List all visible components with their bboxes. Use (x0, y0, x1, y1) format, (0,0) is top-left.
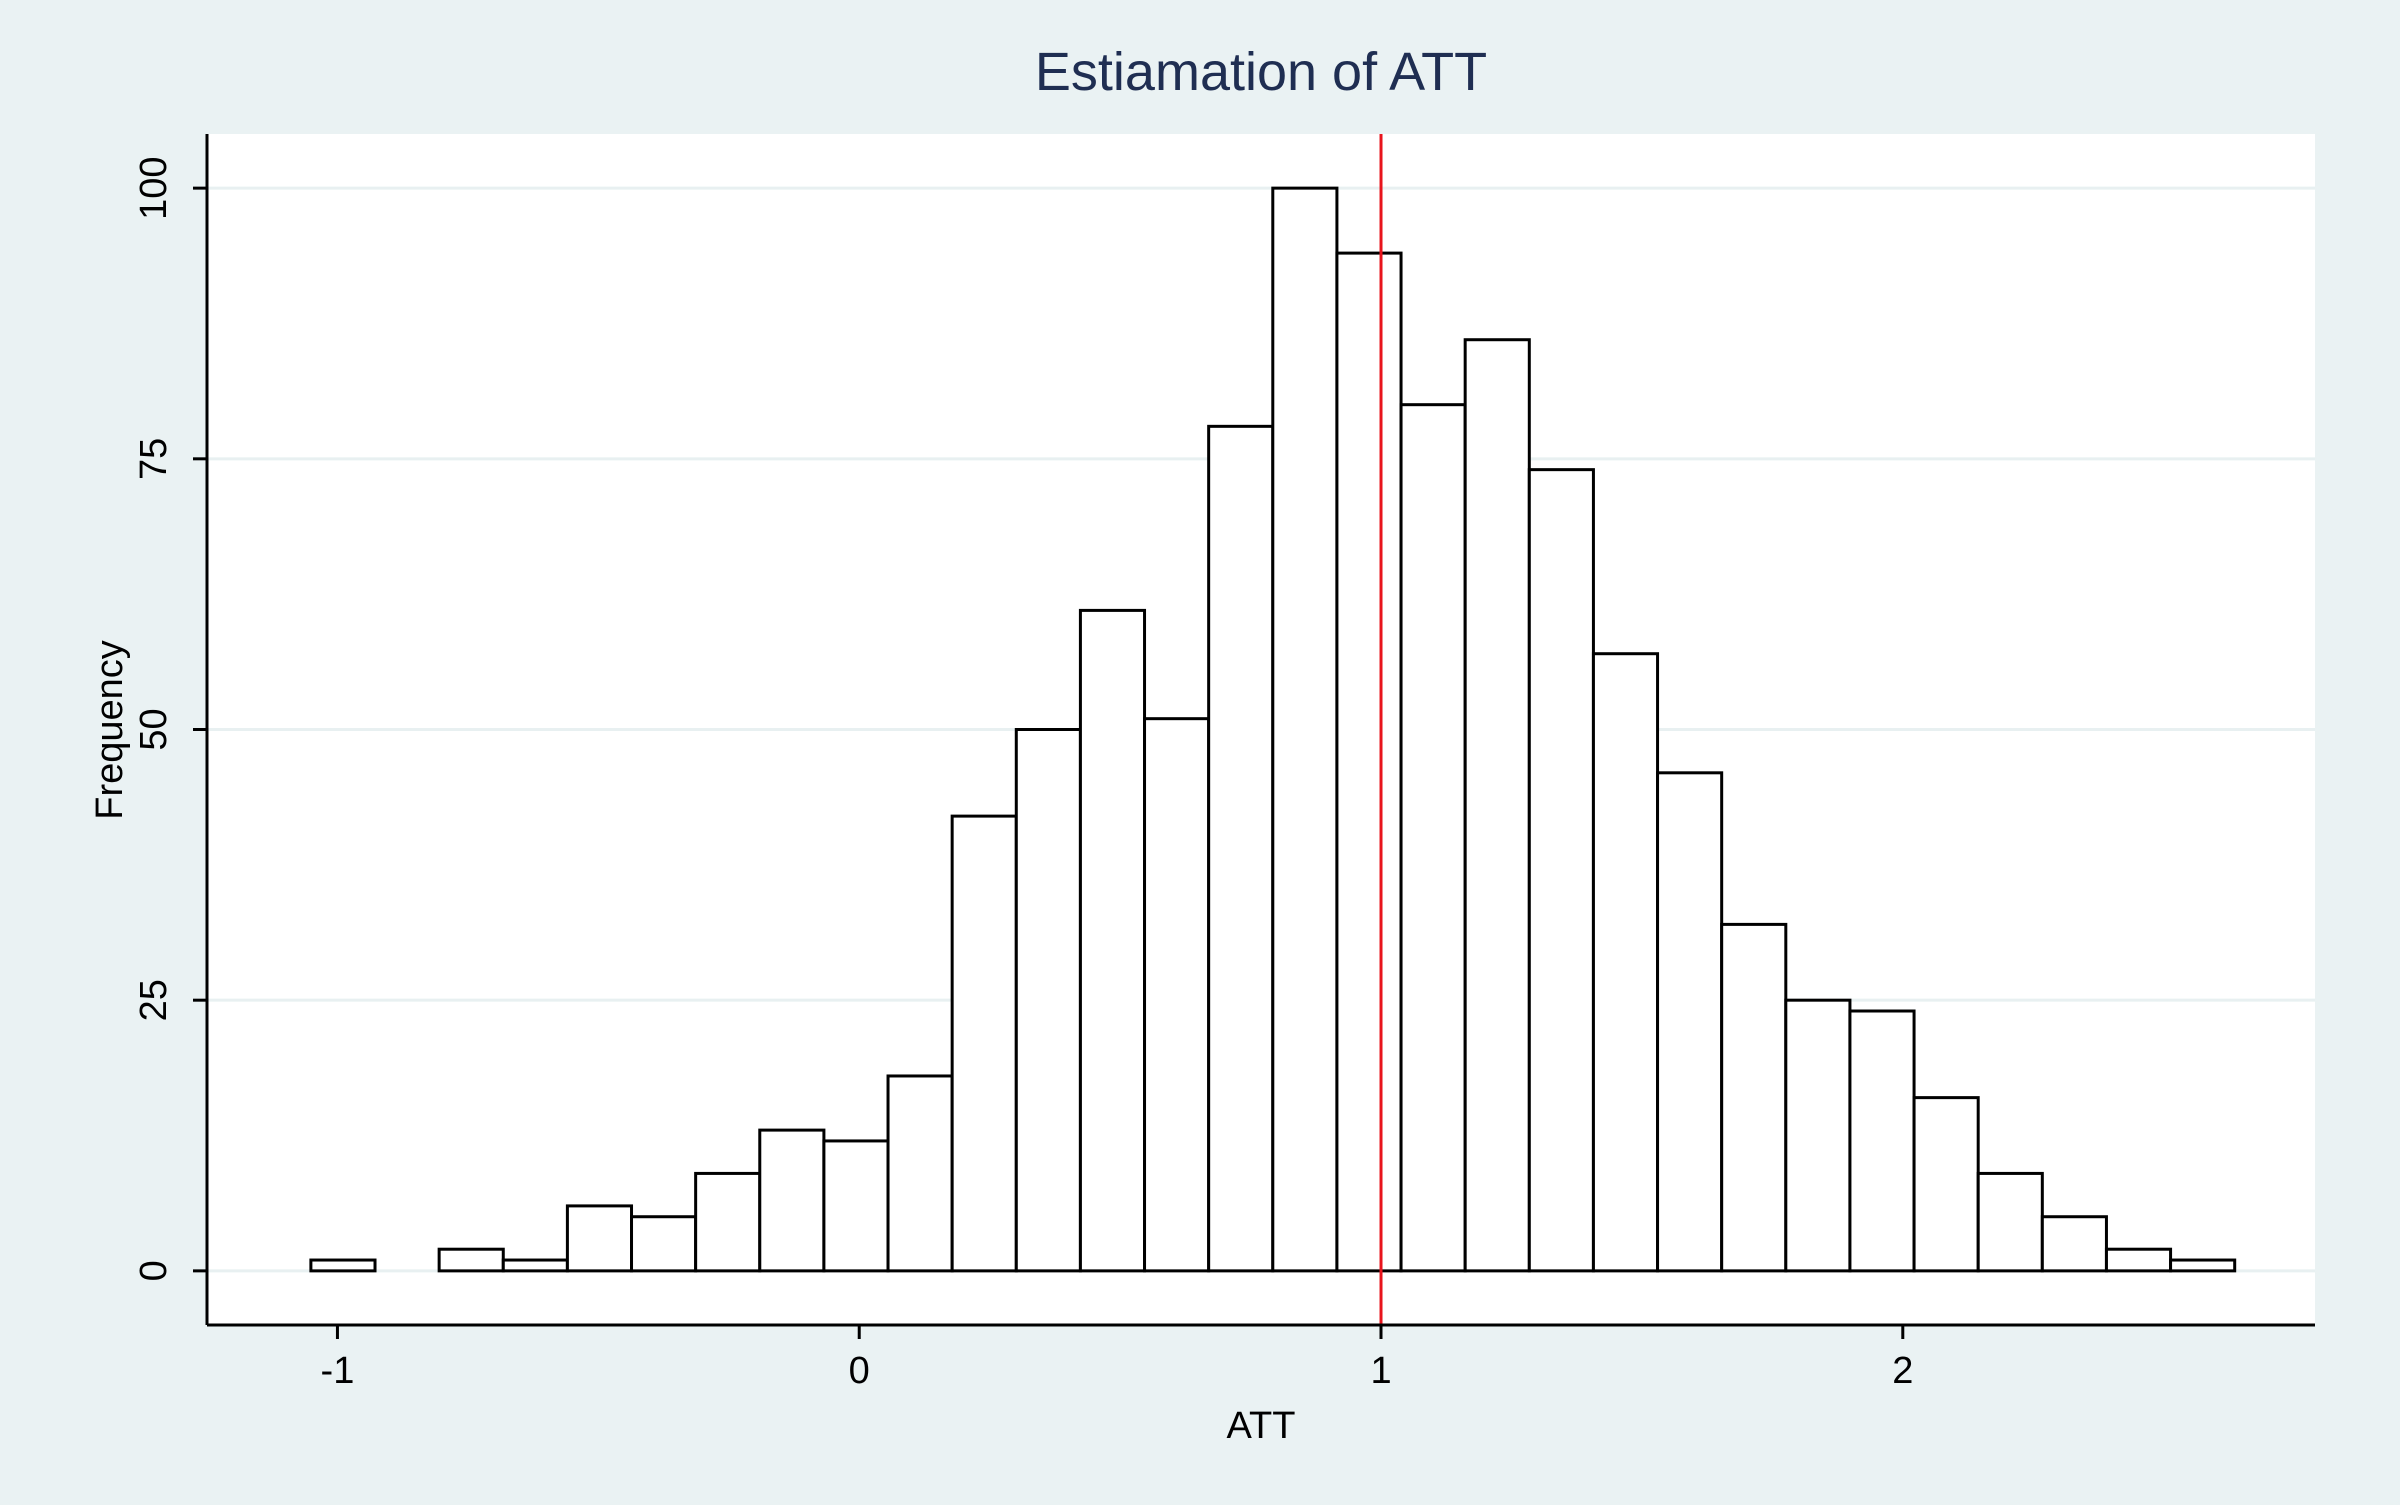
x-tick-label: 1 (1370, 1350, 1391, 1392)
y-tick-label: 25 (133, 979, 175, 1021)
histogram-bar (309, 1258, 377, 1273)
y-tick-label: 75 (133, 438, 175, 480)
histogram-bar (886, 1074, 954, 1273)
y-tick-label: 100 (133, 156, 175, 219)
histogram-bar (1848, 1009, 1916, 1273)
histogram-bar (565, 1204, 634, 1273)
chart-title: Estiamation of ATT (1035, 42, 1487, 102)
x-axis-label: ATT (1227, 1405, 1296, 1447)
histogram-bar (1078, 608, 1147, 1273)
histogram-bar (1271, 186, 1339, 1273)
histogram-bar (630, 1215, 698, 1273)
histogram-bar (1720, 922, 1788, 1273)
histogram-bar (2104, 1247, 2173, 1273)
histogram-bar (822, 1139, 890, 1273)
histogram-bar (1912, 1096, 1980, 1273)
histogram-bar (758, 1128, 826, 1273)
histogram-bar (1591, 652, 1660, 1273)
histogram-bar (2169, 1258, 2237, 1273)
x-tick-label: 2 (1892, 1350, 1913, 1392)
histogram-bar (1527, 468, 1595, 1273)
ticks: -1 0 1 2 0 25 50 75 100 (133, 156, 1913, 1392)
histogram-bar (1207, 424, 1275, 1273)
histogram-bar (1976, 1171, 2044, 1273)
histogram-bar (1399, 403, 1467, 1273)
histogram-bar (694, 1171, 762, 1273)
y-tick-label: 50 (133, 708, 175, 750)
histogram-bar (1335, 251, 1403, 1273)
histogram-bar (1784, 998, 1852, 1273)
y-tick-label: 0 (133, 1260, 175, 1281)
histogram-bar (1656, 771, 1724, 1273)
histogram-bar (1143, 717, 1211, 1273)
histogram-bar (2040, 1215, 2108, 1273)
histogram-bar (1463, 338, 1531, 1273)
histogram-bar (437, 1247, 505, 1273)
histogram-bar (501, 1258, 569, 1273)
x-tick-label: 0 (849, 1350, 870, 1392)
histogram-bars (309, 186, 2237, 1273)
histogram-bar (950, 814, 1018, 1273)
y-axis-label: Frequency (89, 640, 131, 820)
x-tick-label: -1 (321, 1350, 355, 1392)
histogram-bar (1014, 728, 1082, 1273)
